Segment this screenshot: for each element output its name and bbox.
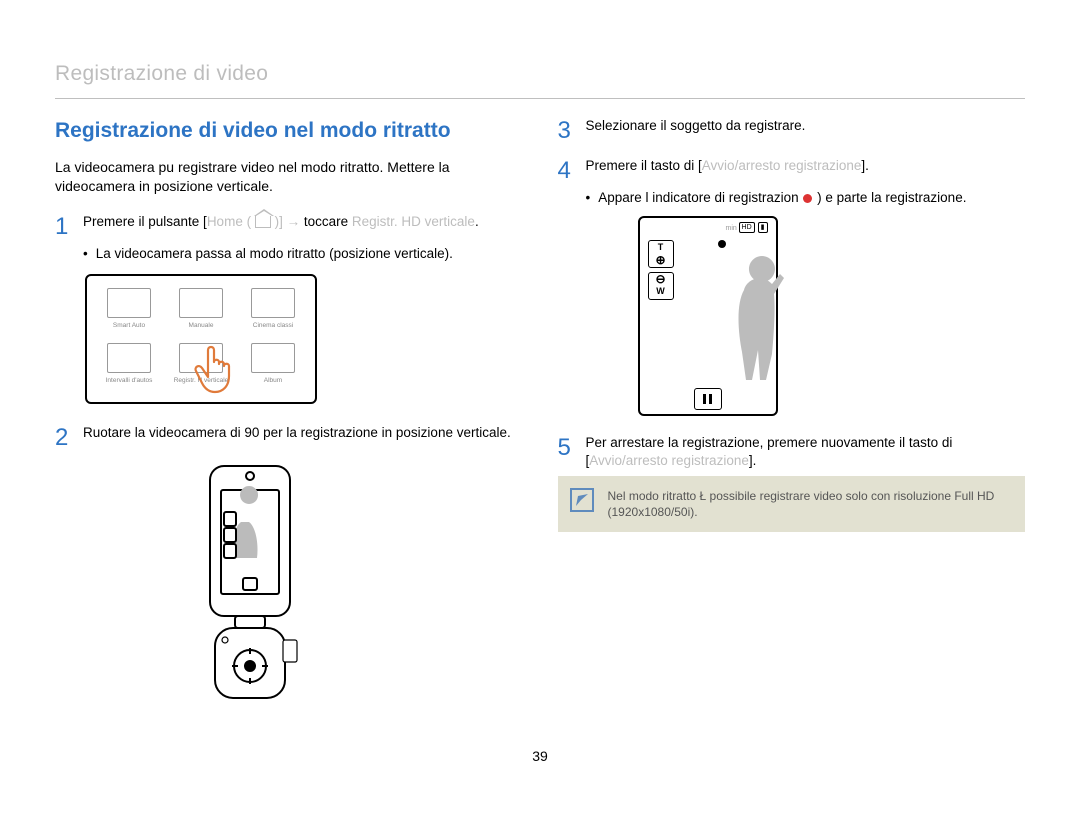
figure-camcorder-vertical	[175, 462, 523, 717]
step-body: Premere il pulsante [Home ( )] → toccare…	[83, 213, 523, 231]
step-body: Premere il tasto di [Avvio/arresto regis…	[586, 157, 1026, 175]
home-label: Home	[207, 214, 243, 229]
zoom-out-button: ⊖W	[648, 272, 674, 300]
zoom-in-button: T⊕	[648, 240, 674, 268]
camcorder-illustration	[175, 462, 325, 712]
figure-portrait-recording: T⊕ ⊖W min HD ▮	[638, 216, 1026, 416]
status-icons: HD ▮	[739, 222, 768, 233]
zoom-controls: T⊕ ⊖W	[648, 240, 678, 406]
hand-pointer-icon	[190, 342, 250, 406]
step-1: 1 Premere il pulsante [Home ( )] → tocca…	[55, 213, 523, 239]
home-icon	[255, 215, 271, 228]
text: .	[475, 214, 479, 229]
zoom-w-label: W	[656, 285, 665, 297]
menu-label: Album	[243, 377, 303, 384]
step-number: 3	[558, 117, 576, 143]
home-paren: ( )]	[247, 214, 283, 229]
text: Premere il pulsante [	[83, 214, 207, 229]
section-title: Registrazione di video nel modo ritratto	[55, 117, 523, 145]
menu-item-album: Album	[243, 343, 303, 384]
portrait-screen: T⊕ ⊖W min HD ▮	[638, 216, 778, 416]
menu-item-cinema: Cinema classi	[243, 288, 303, 329]
menu-label: Cinema classi	[243, 322, 303, 329]
menu-item-manuale: Manuale	[171, 288, 231, 329]
divider	[55, 98, 1025, 99]
intro-text: La videocamera pu registrare video nel m…	[55, 158, 523, 196]
menu-row: Smart Auto Manuale Cinema classi	[93, 288, 309, 343]
step-4: 4 Premere il tasto di [Avvio/arresto reg…	[558, 157, 1026, 183]
left-column: Registrazione di video nel modo ritratto…	[55, 117, 523, 726]
magnify-plus-icon: ⊕	[655, 254, 665, 266]
arrow-icon: →	[287, 214, 304, 229]
step-number: 1	[55, 213, 73, 239]
step-5: 5 Per arrestare la registrazione, premer…	[558, 434, 1026, 470]
two-column-layout: Registrazione di video nel modo ritratto…	[55, 117, 1025, 726]
record-dot-icon	[718, 240, 726, 248]
note-box: Nel modo ritratto Ł possibile registrare…	[558, 476, 1026, 532]
step-body: Per arrestare la registrazione, premere …	[586, 434, 1026, 470]
menu-item-smartauto: Smart Auto	[99, 288, 159, 329]
step-number: 4	[558, 157, 576, 183]
menu-label: Smart Auto	[99, 322, 159, 329]
menu-item-intervalli: Intervalli d'autos	[99, 343, 159, 384]
text: Appare l indicatore di registrazion	[598, 190, 798, 205]
battery-icon: ▮	[758, 222, 768, 233]
pause-button	[694, 388, 722, 410]
note-icon	[570, 488, 594, 512]
step-body: Selezionare il soggetto da registrare.	[586, 117, 1026, 135]
figure-menu-screen: Smart Auto Manuale Cinema classi Interva…	[85, 274, 523, 404]
step-3: 3 Selezionare il soggetto da registrare.	[558, 117, 1026, 143]
bullet-text: La videocamera passa al modo ritratto (p…	[96, 245, 453, 263]
step-body: Ruotare la videocamera di 90 per la regi…	[83, 424, 523, 442]
text: ) e parte la registrazione.	[817, 190, 966, 205]
text: ].	[749, 453, 757, 468]
step-number: 2	[55, 424, 73, 450]
hd-icon: HD	[739, 222, 755, 233]
breadcrumb: Registrazione di video	[55, 60, 1025, 88]
page-number: 39	[55, 747, 1025, 766]
text: toccare	[304, 214, 352, 229]
person-silhouette-icon	[724, 250, 794, 390]
zoom-t-label: T	[658, 241, 664, 253]
right-column: 3 Selezionare il soggetto da registrare.…	[558, 117, 1026, 726]
menu-label: Manuale	[171, 322, 231, 329]
screen-main: min HD ▮	[678, 226, 768, 406]
registr-label: Registr. HD verticale	[352, 214, 475, 229]
text: ].	[861, 158, 869, 173]
step-number: 5	[558, 434, 576, 460]
bullet-text: Appare l indicatore di registrazion ) e …	[598, 189, 966, 207]
magnify-minus-icon: ⊖	[655, 273, 665, 285]
rec-button-label: Avvio/arresto registrazione	[589, 453, 749, 468]
rec-button-label: Avvio/arresto registrazione	[702, 158, 862, 173]
step-4-bullet: Appare l indicatore di registrazion ) e …	[586, 189, 1026, 207]
note-text: Nel modo ritratto Ł possibile registrare…	[608, 489, 995, 519]
min-label: min	[726, 224, 737, 233]
text: Premere il tasto di [	[586, 158, 702, 173]
step-1-bullet: La videocamera passa al modo ritratto (p…	[83, 245, 523, 263]
menu-label: Intervalli d'autos	[99, 377, 159, 384]
record-indicator-icon	[803, 194, 812, 203]
step-2: 2 Ruotare la videocamera di 90 per la re…	[55, 424, 523, 450]
